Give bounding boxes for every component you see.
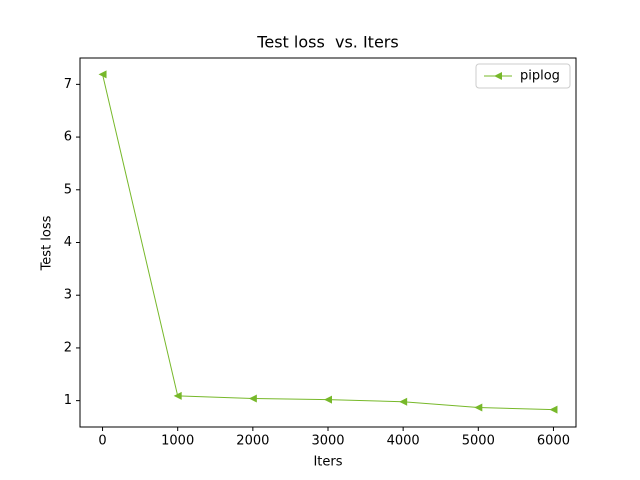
y-tick-label: 3 bbox=[64, 288, 72, 303]
point-marker bbox=[248, 394, 257, 403]
y-axis-label: Test loss bbox=[40, 215, 55, 271]
y-tick-label: 7 bbox=[64, 77, 72, 92]
point-marker bbox=[399, 397, 408, 406]
y-tick-label: 5 bbox=[64, 182, 72, 197]
plot-frame bbox=[79, 57, 577, 428]
x-tick-label: 0 bbox=[98, 434, 106, 449]
y-tick-label: 4 bbox=[64, 235, 72, 250]
x-tick-label: 5000 bbox=[462, 434, 495, 449]
point-marker bbox=[173, 391, 182, 400]
point-marker bbox=[324, 395, 332, 404]
y-tick-label: 2 bbox=[64, 340, 72, 355]
chart-title: Test loss vs. Iters bbox=[256, 33, 398, 52]
x-tick-label: 6000 bbox=[537, 434, 570, 449]
legend-marker bbox=[494, 72, 502, 80]
point-marker bbox=[98, 70, 107, 79]
x-tick-label: 2000 bbox=[236, 434, 269, 449]
y-tick-label: 1 bbox=[64, 393, 72, 408]
x-axis-label: Iters bbox=[313, 455, 342, 470]
legend-label: piplog bbox=[520, 69, 560, 84]
legend-box bbox=[475, 63, 571, 89]
point-marker bbox=[549, 405, 558, 414]
point-marker bbox=[474, 403, 483, 412]
x-tick-label: 4000 bbox=[387, 434, 420, 449]
x-tick-label: 1000 bbox=[161, 434, 194, 449]
x-tick-label: 3000 bbox=[311, 434, 344, 449]
y-tick-label: 6 bbox=[64, 130, 72, 145]
